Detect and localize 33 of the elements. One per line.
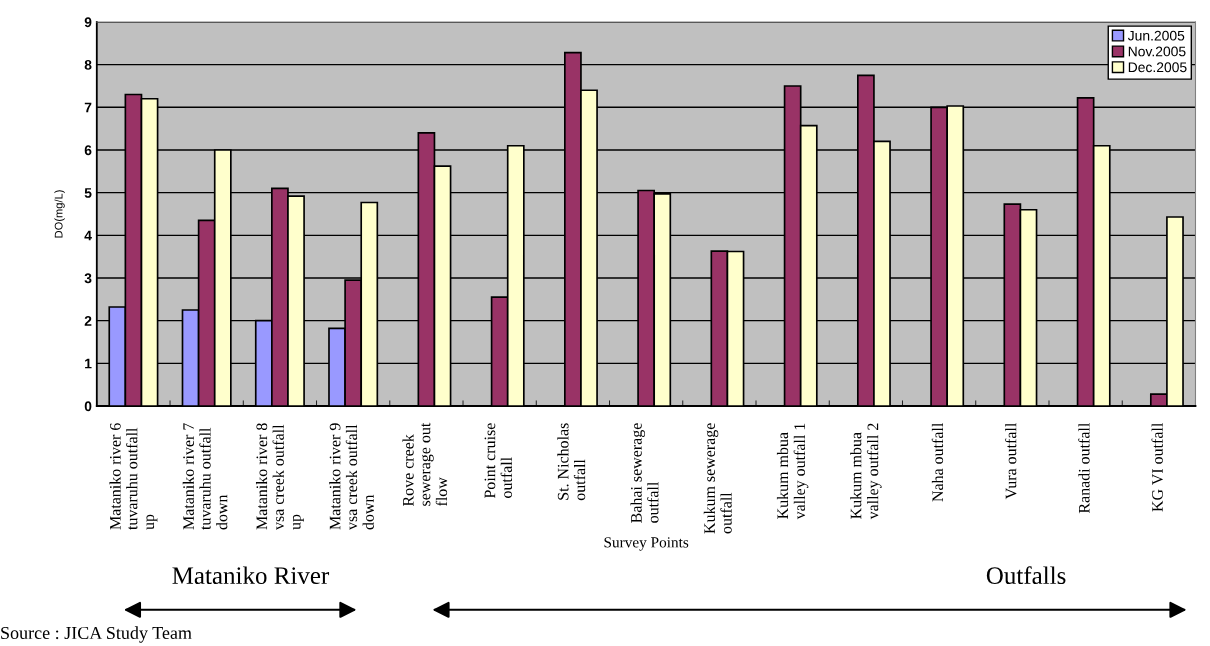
x-tick-label: Mataniko river 9 vsa creek outfall down [329, 423, 374, 531]
x-tick-label: Ranadi outfall [1078, 423, 1090, 514]
x-tick-label: Mataniko river 6 tuvaruhu outfall up [109, 423, 158, 530]
y-tick-label: 5 [84, 188, 92, 198]
y-tick-label: 6 [84, 145, 92, 156]
x-tick-label: Vura outfall [1004, 423, 1017, 500]
y-tick-label: 9 [84, 17, 92, 28]
legend-label: Dec.2005 [1128, 62, 1187, 73]
x-tick-label: Mataniko river 8 vsa creek outfall up [255, 423, 304, 531]
x-axis-title: Survey Points [604, 537, 689, 551]
x-tick-label: Point cruise outfall [484, 423, 512, 499]
legend-label: Jun.2005 [1127, 30, 1185, 41]
x-tick-label: Kukum mbua valley outfall 2 [850, 423, 882, 520]
text: Outfalls [986, 566, 1066, 585]
y-tick-label: 8 [84, 59, 92, 70]
x-tick-label: Kukum sewerage outfall [703, 423, 732, 534]
x-tick-label: Bahai sewerage outfall [630, 423, 659, 523]
y-tick-label: 1 [85, 358, 92, 369]
source-note: Source : JICA Study Team [1, 626, 192, 643]
x-tick-label: KG VI outfall [1151, 423, 1163, 512]
y-tick-label: 7 [84, 102, 92, 113]
text: Mataniko River [172, 566, 330, 585]
y-tick-label: 2 [84, 316, 92, 326]
x-tick-label: St. Nicholas outfall [557, 423, 586, 501]
y-tick-label: 0 [84, 401, 92, 412]
x-tick-label: Mataniko river 7 tuvaruhu outfall down [182, 423, 228, 530]
y-tick-label: 4 [84, 230, 92, 241]
x-tick-label: Rove creek sewerage out flow [402, 422, 448, 507]
legend-label: Nov.2005 [1128, 46, 1186, 57]
y-tick-label: 3 [84, 273, 92, 284]
x-tick-label: Kukum mbua valley outfall 1 [776, 423, 809, 520]
y-axis-title: DO(mg/L) [54, 190, 65, 238]
x-tick-label: Naha outfall [931, 423, 944, 502]
